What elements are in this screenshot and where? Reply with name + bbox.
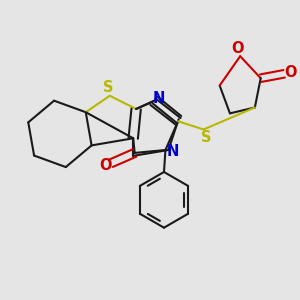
Text: O: O: [284, 65, 297, 80]
Text: N: N: [153, 91, 166, 106]
Text: S: S: [103, 80, 113, 95]
Text: N: N: [167, 144, 179, 159]
Text: O: O: [100, 158, 112, 173]
Text: O: O: [232, 41, 244, 56]
Text: S: S: [201, 130, 211, 145]
